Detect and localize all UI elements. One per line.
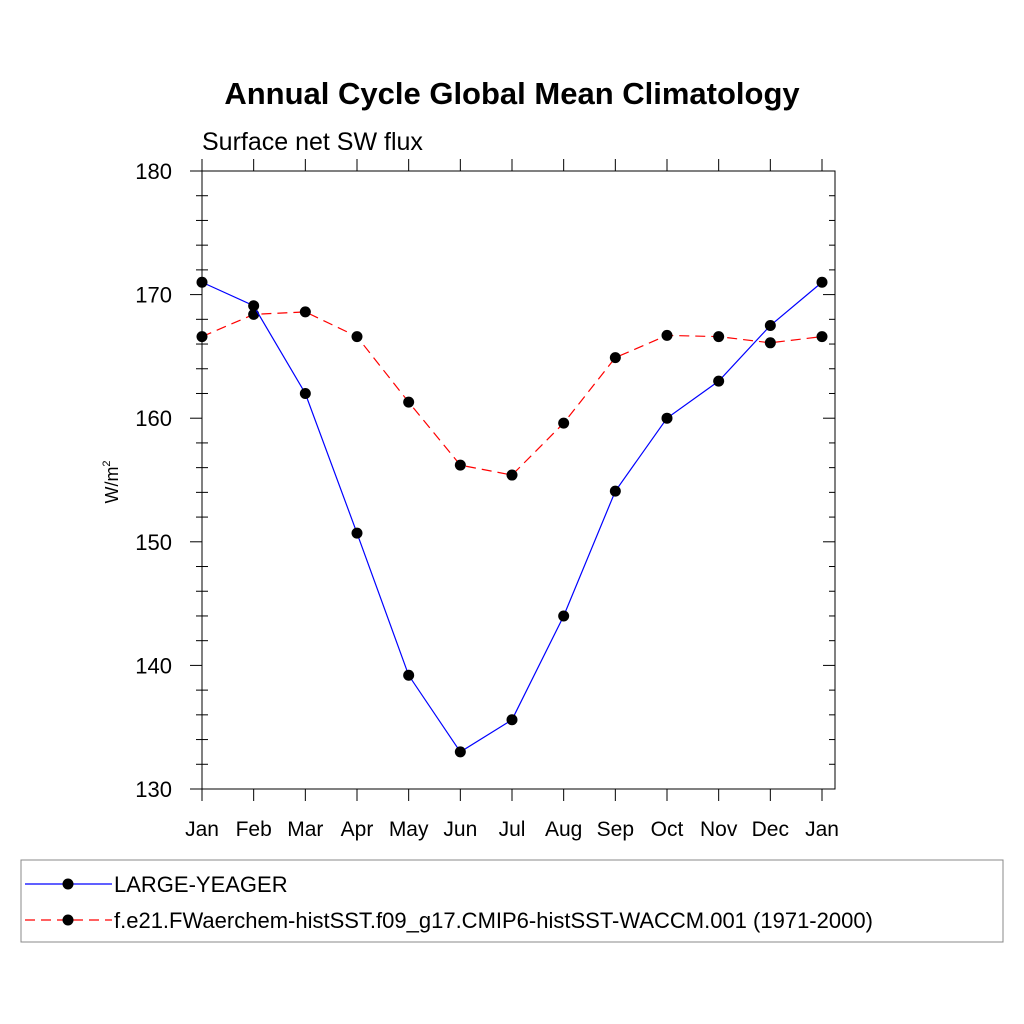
data-point	[661, 329, 673, 341]
data-point	[403, 396, 415, 408]
x-tick-label: Sep	[597, 818, 634, 841]
data-point	[661, 412, 673, 424]
data-point	[816, 276, 828, 288]
data-point	[299, 306, 311, 318]
x-tick-label: Jan	[185, 818, 219, 841]
data-point	[713, 375, 725, 387]
data-point	[764, 320, 776, 331]
x-tick-label: Jun	[443, 818, 477, 841]
y-tick-label: 130	[135, 777, 172, 802]
x-tick-label: Dec	[752, 818, 789, 841]
data-point	[248, 308, 260, 320]
x-tick-label: Mar	[287, 818, 323, 841]
data-point	[609, 485, 621, 497]
data-point	[506, 469, 518, 481]
legend-label: LARGE-YEAGER	[114, 872, 288, 897]
legend-label: f.e21.FWaerchem-histSST.f09_g17.CMIP6-hi…	[114, 908, 873, 933]
y-tick-label: 170	[135, 283, 172, 308]
x-tick-label: Jul	[499, 818, 526, 841]
plot-area: Jan Feb Mar Apr May Jun Jul Aug Sep Oct Nov Dec Jan 1…	[135, 159, 839, 841]
data-point	[403, 669, 415, 681]
y-tick-label: 180	[135, 159, 172, 184]
data-point	[299, 387, 311, 399]
data-point	[816, 331, 828, 343]
x-tick-label: May	[389, 818, 429, 841]
data-point	[196, 331, 208, 343]
x-tick-label: Jan	[805, 818, 839, 841]
y-axis-label-superscript: 2	[101, 460, 113, 466]
data-point	[454, 746, 466, 758]
y-tick-label: 150	[135, 530, 172, 555]
legend-swatch-marker	[62, 878, 74, 890]
data-point	[558, 417, 570, 429]
y-tick-label: 160	[135, 406, 172, 431]
x-tick-label: Aug	[545, 818, 582, 841]
data-point	[764, 337, 776, 349]
y-tick-label: 140	[135, 653, 172, 678]
data-point	[351, 331, 363, 343]
data-point	[351, 527, 363, 539]
x-tick-label: Nov	[700, 818, 738, 841]
x-tick-label: Apr	[341, 818, 374, 841]
chart-title: Annual Cycle Global Mean Climatology	[224, 76, 800, 111]
data-point	[248, 300, 260, 312]
legend: LARGE-YEAGER f.e21.FWaerchem-histSST.f09_…	[20, 859, 1004, 943]
data-point	[609, 352, 621, 364]
legend-frame	[20, 859, 1004, 943]
plot-frame	[201, 170, 836, 790]
series-line	[201, 311, 823, 476]
data-point	[196, 276, 208, 288]
data-point	[454, 459, 466, 471]
data-point	[713, 331, 725, 343]
chart-subtitle: Surface net SW flux	[202, 128, 423, 156]
data-point	[506, 714, 518, 726]
y-axis-label: W/m2	[101, 460, 122, 503]
legend-swatch-marker	[62, 914, 74, 926]
x-tick-label: Feb	[236, 818, 272, 841]
x-tick-label: Oct	[651, 818, 684, 841]
y-axis-label-text: W/m	[102, 467, 122, 504]
series-line	[201, 281, 823, 753]
data-point	[558, 610, 570, 622]
